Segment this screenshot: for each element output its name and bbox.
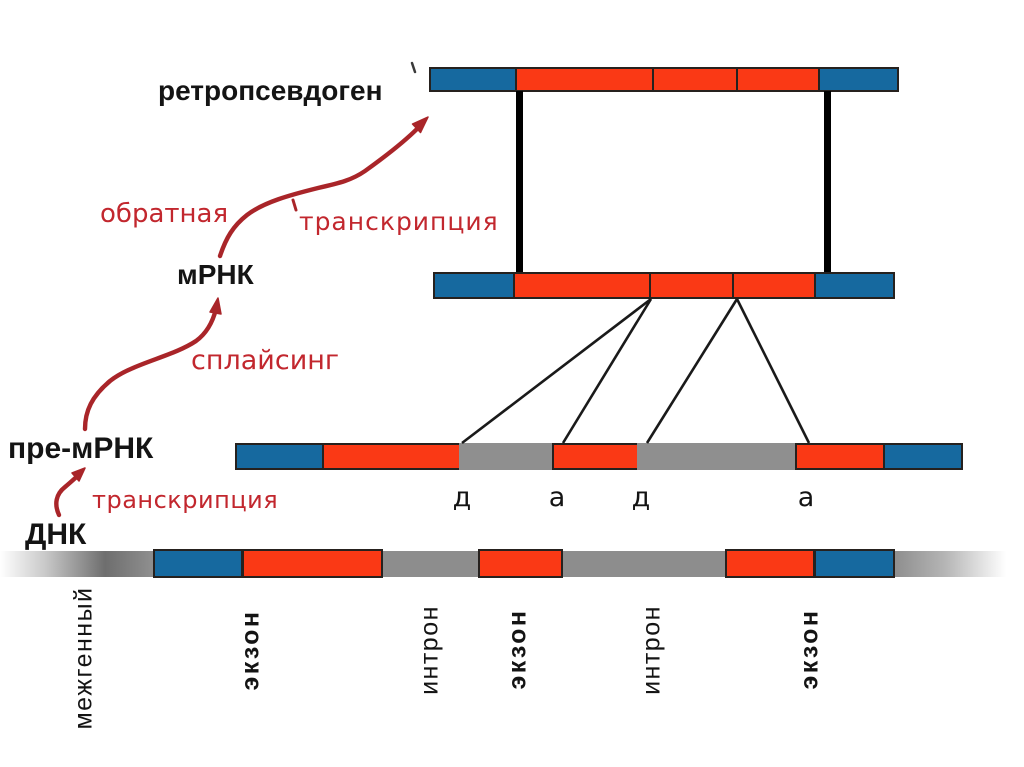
reverse-transcription-arrow — [217, 125, 421, 259]
label-retropseudogene: ретропсевдоген — [158, 75, 383, 106]
segment-exon_red — [322, 443, 461, 470]
segment-utr_blue — [818, 67, 899, 92]
dna-segment-utr_blue — [814, 549, 895, 578]
tick-mark-red — [291, 198, 298, 212]
bar-pre-mrna — [235, 443, 963, 470]
bar-mrna — [433, 272, 895, 299]
tick-mark-dark — [410, 61, 417, 74]
label-dna: ДНК — [25, 518, 87, 551]
label-exon-2: экзон — [503, 608, 532, 690]
segment-utr_blue — [433, 272, 515, 299]
segment-exon_red — [736, 67, 820, 92]
label-exon-3: экзон — [795, 608, 824, 690]
dna-segment-utr_blue — [153, 549, 243, 578]
label-intron-1: интрон — [415, 605, 444, 695]
label-splicing: сплайсинг — [191, 345, 340, 376]
transcription-arrowhead — [71, 467, 86, 482]
segment-utr_blue — [883, 443, 963, 470]
label-junction-d1: д — [452, 482, 472, 513]
splice-junction-line-1 — [461, 297, 652, 445]
transcription-arrow — [54, 472, 82, 518]
segment-utr_blue — [235, 443, 324, 470]
segment-exon_red — [795, 443, 885, 470]
segment-utr_blue — [814, 272, 895, 299]
label-reverse: обратная — [100, 199, 229, 229]
label-pre-mrna: пре-мРНК — [8, 432, 154, 465]
splice-junction-line-4 — [735, 298, 811, 444]
label-transcription-bottom: транскрипция — [92, 486, 279, 514]
label-transcription-top: транскрипция — [299, 207, 499, 236]
label-intron-2: интрон — [637, 605, 666, 695]
label-junction-a2: а — [797, 482, 815, 513]
segment-intron_gray — [459, 443, 554, 470]
segment-exon_red — [513, 272, 651, 299]
segment-exon_red — [652, 67, 738, 92]
dna-segment-exon_red — [725, 549, 815, 578]
segment-exon_red — [552, 443, 639, 470]
dna-segment-exon_red — [242, 549, 383, 578]
segment-intron_gray — [637, 443, 797, 470]
label-junction-d2: д — [631, 482, 651, 513]
splice-junction-line-3 — [645, 298, 739, 444]
segment-exon_red — [649, 272, 734, 299]
segment-exon_red — [732, 272, 816, 299]
segment-exon_red — [515, 67, 654, 92]
splicing-arrowhead — [209, 297, 222, 315]
bar-retropseudogene — [429, 67, 899, 92]
label-intergenic: межгенный — [69, 586, 98, 730]
splice-junction-line-2 — [561, 298, 653, 444]
reverse-transcription-arrowhead — [411, 116, 429, 134]
label-junction-a1: а — [548, 482, 566, 513]
segment-utr_blue — [429, 67, 517, 92]
dna-segment-exon_red — [478, 549, 563, 578]
label-exon-1: экзон — [236, 609, 265, 691]
label-mrna: мРНК — [177, 259, 254, 290]
